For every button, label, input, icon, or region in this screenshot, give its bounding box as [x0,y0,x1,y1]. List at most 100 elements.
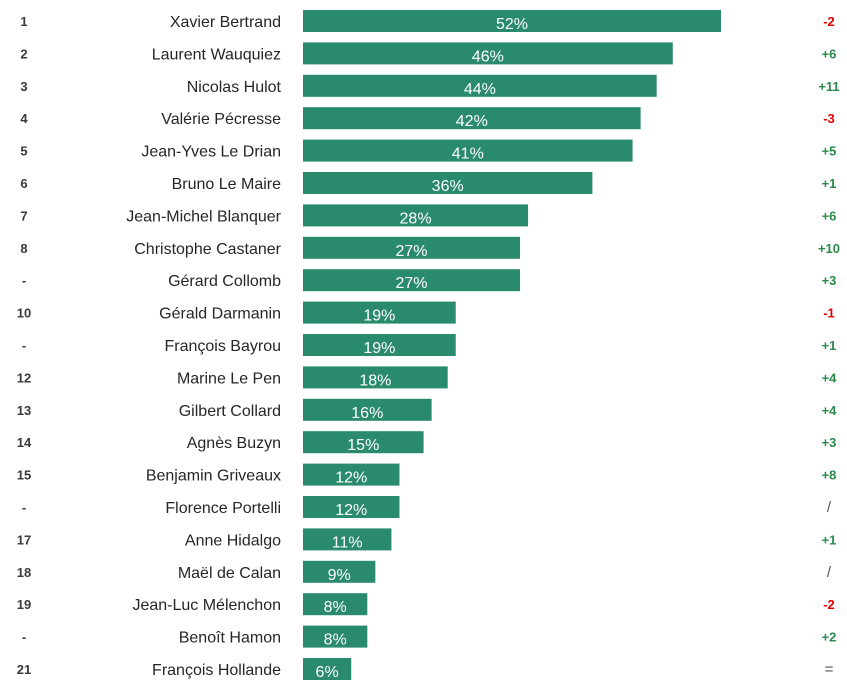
bar [303,431,424,454]
person-name-label: Jean-Luc Mélenchon [132,597,281,614]
change-label: +6 [822,46,837,61]
bar [303,139,633,162]
bar-value-label: 6% [316,664,339,681]
person-name-label: Gérald Darmanin [159,306,281,323]
change-label: -1 [823,306,835,321]
bar-value-label: 19% [363,340,395,357]
bar-value-label: 18% [359,372,391,389]
chart-row: 6 Bruno Le Maire 36% +1 [20,172,836,195]
chart-row: 13 Gilbert Collard 16% +4 [17,398,837,422]
chart-row: 10 Gérald Darmanin 19% -1 [17,301,835,325]
person-name-label: Gilbert Collard [179,403,281,420]
rank-label: 3 [20,79,27,94]
person-name-label: Christophe Castaner [134,241,281,258]
person-name-label: Xavier Bertrand [170,14,281,31]
bar-value-label: 36% [432,178,464,195]
chart-row: 14 Agnès Buzyn 15% +3 [17,431,837,454]
bar [303,204,529,227]
bar [303,301,456,324]
change-label: +5 [822,144,837,159]
rank-label: 13 [17,403,31,418]
change-label: = [825,661,834,678]
rank-label: 4 [20,111,28,126]
bar [303,398,432,421]
chart-row: 17 Anne Hidalgo 11% +1 [17,528,837,551]
chart-row: 4 Valérie Pécresse 42% -3 [20,107,835,130]
rank-label: 19 [17,597,31,612]
bar-value-label: 41% [452,146,484,163]
person-name-label: Maël de Calan [178,565,281,582]
rank-label: 14 [17,435,32,450]
bar [303,560,376,583]
rank-label: 18 [17,565,31,580]
change-label: +2 [822,630,837,645]
change-label: -3 [823,111,835,126]
rank-label: 5 [20,144,27,159]
bar-value-label: 27% [396,243,428,260]
person-name-label: Gérard Collomb [168,273,281,290]
bar-value-label: 9% [328,567,351,584]
bar [303,74,657,97]
bar-value-label: 27% [396,275,428,292]
rank-label: - [22,500,26,515]
bar-value-label: 16% [351,405,383,422]
bar [303,10,721,32]
change-label: +10 [818,241,840,256]
rank-label: 6 [20,176,27,191]
bar [303,236,521,259]
chart-row: 8 Christophe Castaner 27% +10 [20,236,840,260]
person-name-label: Florence Portelli [165,500,281,517]
change-label: +1 [822,532,837,547]
change-label: +1 [822,338,837,353]
rank-label: 1 [20,14,27,29]
change-label: +3 [822,435,837,450]
bar-value-label: 19% [363,308,395,325]
chart-row: 5 Jean-Yves Le Drian 41% +5 [20,139,837,163]
bar-value-label: 42% [456,113,488,130]
chart-row: 2 Laurent Wauquiez 46% +6 [20,42,836,65]
chart-row: - Florence Portelli 12% / [22,496,832,519]
person-name-label: Benjamin Griveaux [146,468,281,485]
bar-value-label: 28% [400,210,432,227]
bar-value-label: 11% [332,534,363,551]
chart-row: - Gérard Collomb 27% +3 [22,269,836,292]
chart-row: 21 François Hollande 6% = [17,658,834,681]
change-label: -2 [823,14,835,29]
person-name-label: Nicolas Hulot [187,79,282,96]
chart-row: 7 Jean-Michel Blanquer 28% +6 [20,204,836,227]
person-name-label: François Hollande [152,662,281,679]
change-label: +1 [822,176,837,191]
bar [303,463,400,486]
person-name-label: Jean-Yves Le Drian [141,144,281,161]
rank-label: 12 [17,370,31,385]
bar [303,593,368,616]
change-label: -2 [823,597,835,612]
person-name-label: Valérie Pécresse [161,111,281,128]
change-label: +11 [818,79,839,94]
bar-value-label: 8% [324,632,347,649]
rank-label: 15 [17,468,31,483]
bar-value-label: 44% [464,81,496,98]
rank-label: 21 [17,662,31,677]
chart-row: - Benoît Hamon 8% +2 [22,625,837,649]
chart-row: 19 Jean-Luc Mélenchon 8% -2 [17,593,835,616]
bar [303,496,400,518]
bar [303,334,456,356]
person-name-label: Anne Hidalgo [185,532,281,549]
bar-value-label: 12% [335,502,367,519]
bar-value-label: 8% [324,599,347,616]
person-name-label: Benoît Hamon [179,630,281,647]
change-label: +4 [822,370,838,385]
person-name-label: Laurent Wauquiez [152,46,281,63]
rank-label: - [22,273,26,288]
bar [303,269,521,292]
rank-label: - [22,630,26,645]
chart-row: 3 Nicolas Hulot 44% +11 [20,74,840,98]
change-label: +8 [822,468,837,483]
bar-value-label: 52% [496,16,528,33]
bar [303,107,641,130]
rank-label: 17 [17,532,31,547]
chart-row: 15 Benjamin Griveaux 12% +8 [17,463,837,487]
person-name-label: Marine Le Pen [177,370,281,387]
